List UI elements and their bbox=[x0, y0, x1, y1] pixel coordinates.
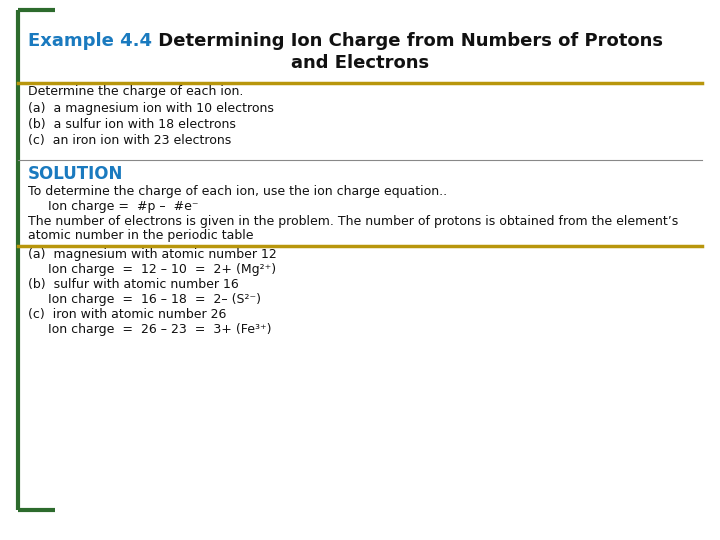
Text: Ion charge =  #p –  #e⁻: Ion charge = #p – #e⁻ bbox=[28, 200, 199, 213]
Text: (c)  iron with atomic number 26: (c) iron with atomic number 26 bbox=[28, 308, 226, 321]
Text: (a)  magnesium with atomic number 12: (a) magnesium with atomic number 12 bbox=[28, 248, 276, 261]
Text: (c)  an iron ion with 23 electrons: (c) an iron ion with 23 electrons bbox=[28, 134, 231, 147]
Text: Ion charge  =  12 – 10  =  2+ (Mg²⁺): Ion charge = 12 – 10 = 2+ (Mg²⁺) bbox=[28, 263, 276, 276]
Text: Determining Ion Charge from Numbers of Protons: Determining Ion Charge from Numbers of P… bbox=[152, 32, 663, 50]
Text: (b)  sulfur with atomic number 16: (b) sulfur with atomic number 16 bbox=[28, 278, 239, 291]
Text: and Electrons: and Electrons bbox=[291, 54, 429, 72]
Text: SOLUTION: SOLUTION bbox=[28, 165, 123, 183]
Text: To determine the charge of each ion, use the ion charge equation..: To determine the charge of each ion, use… bbox=[28, 185, 447, 198]
Text: atomic number in the periodic table: atomic number in the periodic table bbox=[28, 229, 253, 242]
Text: (a)  a magnesium ion with 10 electrons: (a) a magnesium ion with 10 electrons bbox=[28, 102, 274, 115]
Text: Example 4.4: Example 4.4 bbox=[28, 32, 152, 50]
Text: The number of electrons is given in the problem. The number of protons is obtain: The number of electrons is given in the … bbox=[28, 215, 678, 228]
Text: Ion charge  =  26 – 23  =  3+ (Fe³⁺): Ion charge = 26 – 23 = 3+ (Fe³⁺) bbox=[28, 323, 271, 336]
Text: Determine the charge of each ion.: Determine the charge of each ion. bbox=[28, 85, 243, 98]
Text: (b)  a sulfur ion with 18 electrons: (b) a sulfur ion with 18 electrons bbox=[28, 118, 236, 131]
Text: Ion charge  =  16 – 18  =  2– (S²⁻): Ion charge = 16 – 18 = 2– (S²⁻) bbox=[28, 293, 261, 306]
